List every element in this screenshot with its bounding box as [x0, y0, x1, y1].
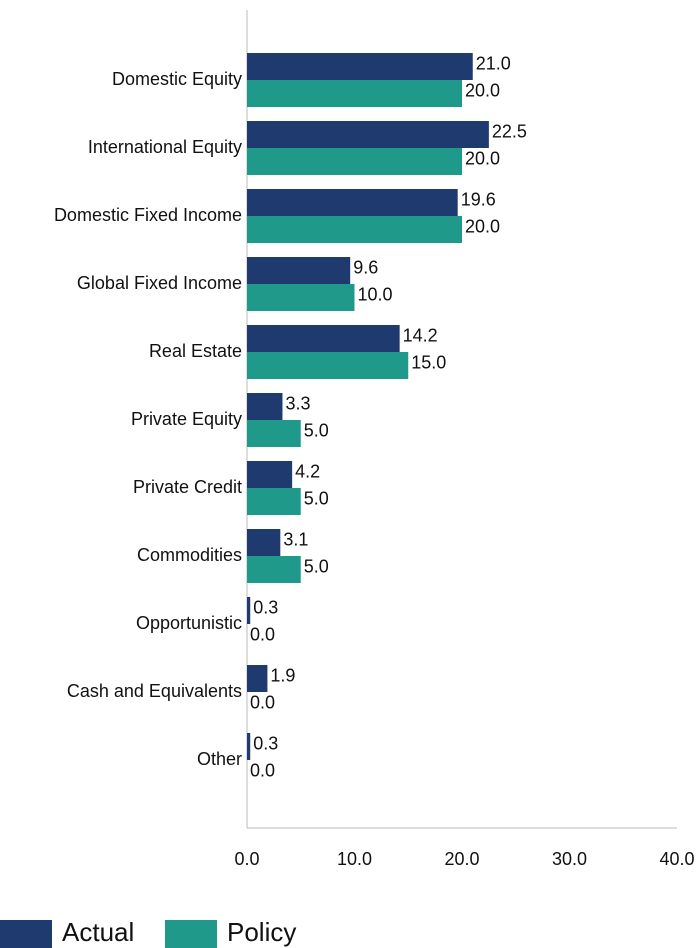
- data-label: 20.0: [465, 216, 500, 236]
- y-tick-label: Other: [197, 749, 242, 769]
- bar: [247, 53, 473, 80]
- y-tick-label: Opportunistic: [136, 613, 242, 633]
- data-label: 20.0: [465, 148, 500, 168]
- data-label: 4.2: [295, 461, 320, 481]
- data-label: 3.3: [285, 393, 310, 413]
- y-tick-label: Private Equity: [131, 409, 242, 429]
- y-tick-label: Global Fixed Income: [77, 273, 242, 293]
- y-tick-label: Private Credit: [133, 477, 242, 497]
- y-tick-label: Domestic Equity: [112, 69, 242, 89]
- data-label: 1.9: [270, 665, 295, 685]
- y-tick-label: Cash and Equivalents: [67, 681, 242, 701]
- data-label: 19.6: [461, 189, 496, 209]
- data-label: 20.0: [465, 80, 500, 100]
- bar: [247, 121, 489, 148]
- data-label: 10.0: [358, 284, 393, 304]
- bar: [247, 556, 301, 583]
- legend-swatch: [165, 920, 217, 948]
- bar: [247, 352, 409, 379]
- data-label: 22.5: [492, 121, 527, 141]
- data-label: 5.0: [304, 420, 329, 440]
- x-tick-label: 0.0: [234, 849, 259, 869]
- data-label: 5.0: [304, 556, 329, 576]
- bar: [247, 665, 268, 692]
- data-label: 9.6: [353, 257, 378, 277]
- data-label: 14.2: [403, 325, 438, 345]
- bar: [247, 393, 283, 420]
- bar: [247, 420, 301, 447]
- bar: [247, 216, 462, 243]
- legend-label: Policy: [227, 917, 296, 947]
- x-tick-label: 20.0: [444, 849, 479, 869]
- data-label: 0.0: [250, 760, 275, 780]
- data-label: 15.0: [411, 352, 446, 372]
- y-tick-label: International Equity: [88, 137, 242, 157]
- bar: [247, 284, 355, 311]
- y-tick-label: Domestic Fixed Income: [54, 205, 242, 225]
- data-label: 3.1: [283, 529, 308, 549]
- legend-swatch: [0, 920, 52, 948]
- y-tick-label: Commodities: [137, 545, 242, 565]
- bar: [247, 148, 462, 175]
- data-label: 21.0: [476, 53, 511, 73]
- bar: [247, 80, 462, 107]
- data-label: 0.0: [250, 624, 275, 644]
- data-label: 0.3: [253, 597, 278, 617]
- x-tick-label: 30.0: [552, 849, 587, 869]
- bar: [247, 488, 301, 515]
- x-tick-label: 40.0: [659, 849, 694, 869]
- bar: [247, 325, 400, 352]
- bar: [247, 461, 293, 488]
- bar: [247, 597, 251, 624]
- data-label: 5.0: [304, 488, 329, 508]
- legend-label: Actual: [62, 917, 134, 947]
- x-tick-label: 10.0: [337, 849, 372, 869]
- y-tick-label: Real Estate: [149, 341, 242, 361]
- data-label: 0.3: [253, 733, 278, 753]
- bar: [247, 189, 458, 216]
- bar: [247, 529, 281, 556]
- data-label: 0.0: [250, 692, 275, 712]
- bar: [247, 257, 351, 284]
- bar: [247, 733, 251, 760]
